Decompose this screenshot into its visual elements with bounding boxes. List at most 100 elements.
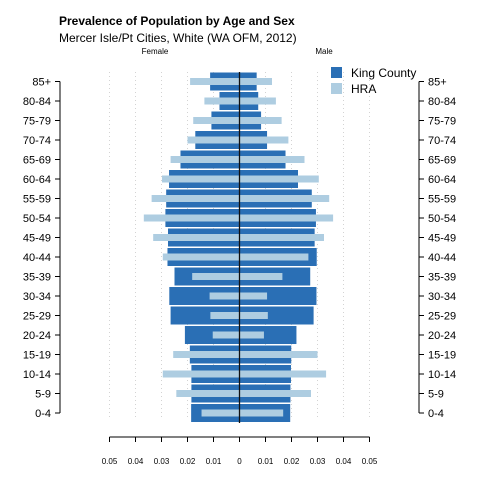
bar-female-hra-10-14 [162, 370, 240, 378]
bar-male-hra-0-4 [239, 409, 284, 417]
side-label-male: Male [315, 47, 333, 56]
bar-male-hra-55-59 [239, 195, 330, 202]
age-label-right-65-69: 65-69 [428, 155, 456, 167]
age-label-right-80-84: 80-84 [428, 96, 456, 108]
bar-female-kingcounty-20-24 [184, 326, 240, 344]
bar-male-hra-20-24 [239, 331, 264, 339]
bar-male-hra-5-9 [239, 390, 311, 397]
age-label-right-25-29: 25-29 [428, 311, 456, 323]
bars-layer [143, 72, 334, 422]
x-tick-label-3: 0.02 [180, 457, 196, 466]
bar-female-hra-60-64 [162, 175, 240, 183]
bar-female-hra-40-44 [162, 253, 240, 261]
x-tick-label-10: 0.05 [362, 457, 378, 466]
age-label-right-60-64: 60-64 [428, 174, 456, 186]
bar-male-hra-65-69 [239, 156, 305, 163]
age-label-left-50-54: 50-54 [23, 213, 51, 225]
side-label-female: Female [142, 47, 169, 56]
bar-female-hra-45-49 [153, 234, 240, 241]
bar-female-hra-50-54 [143, 214, 240, 222]
age-label-right-70-74: 70-74 [428, 135, 456, 147]
bar-male-hra-45-49 [239, 234, 324, 241]
x-tick-label-6: 0.01 [258, 457, 274, 466]
age-label-right-45-49: 45-49 [428, 233, 456, 245]
bar-female-hra-15-19 [173, 351, 240, 358]
age-label-left-60-64: 60-64 [23, 174, 51, 186]
bar-male-hra-60-64 [239, 175, 319, 183]
age-label-left-75-79: 75-79 [23, 116, 51, 128]
chart-subtitle: Mercer Isle/Pt Cities, White (WA OFM, 20… [59, 31, 297, 45]
legend-label-1: HRA [351, 82, 376, 96]
age-label-right-10-14: 10-14 [428, 369, 456, 381]
age-label-right-20-24: 20-24 [428, 330, 456, 342]
bar-male-hra-25-29 [239, 312, 268, 319]
bar-female-hra-5-9 [176, 390, 240, 397]
age-label-left-15-19: 15-19 [23, 350, 51, 362]
x-tick-label-7: 0.02 [284, 457, 300, 466]
bar-male-kingcounty-25-29 [239, 306, 314, 325]
age-label-left-0-4: 0-4 [35, 408, 51, 420]
axes-layer: Female Male 0-4 0-4 5-9 5-9 10-14 10-14 15-19 15-… [23, 47, 456, 466]
x-tick-label-8: 0.03 [310, 457, 326, 466]
bar-male-hra-85+ [239, 78, 272, 85]
bar-female-hra-0-4 [201, 409, 240, 417]
age-label-left-45-49: 45-49 [23, 233, 51, 245]
age-label-right-55-59: 55-59 [428, 194, 456, 206]
age-label-right-75-79: 75-79 [428, 116, 456, 128]
bar-female-hra-20-24 [212, 331, 240, 339]
age-label-left-5-9: 5-9 [35, 389, 51, 401]
x-tick-label-5: 0 [237, 457, 242, 466]
bar-female-hra-80-84 [204, 97, 240, 105]
bar-female-hra-65-69 [170, 156, 240, 163]
age-label-left-80-84: 80-84 [23, 96, 51, 108]
bar-male-hra-40-44 [239, 253, 309, 261]
age-label-right-5-9: 5-9 [428, 389, 444, 401]
bar-female-hra-35-39 [192, 273, 240, 280]
bar-male-hra-70-74 [239, 136, 289, 144]
bar-male-hra-10-14 [239, 370, 327, 378]
age-label-left-70-74: 70-74 [23, 135, 51, 147]
bar-female-hra-55-59 [151, 195, 240, 202]
age-label-left-65-69: 65-69 [23, 155, 51, 167]
bar-male-kingcounty-20-24 [239, 326, 297, 344]
bar-female-hra-70-74 [187, 136, 240, 144]
bar-male-hra-50-54 [239, 214, 334, 222]
x-tick-label-1: 0.04 [128, 457, 144, 466]
bar-female-kingcounty-25-29 [170, 306, 240, 325]
bar-female-hra-75-79 [193, 117, 240, 124]
age-label-right-15-19: 15-19 [428, 350, 456, 362]
x-tick-label-0: 0.05 [102, 457, 118, 466]
bar-male-kingcounty-30-34 [239, 287, 317, 305]
age-label-left-55-59: 55-59 [23, 194, 51, 206]
bar-female-hra-25-29 [210, 312, 240, 319]
bar-female-hra-85+ [190, 78, 240, 85]
age-label-right-0-4: 0-4 [428, 408, 444, 420]
age-label-left-25-29: 25-29 [23, 311, 51, 323]
age-label-right-35-39: 35-39 [428, 272, 456, 284]
bar-male-hra-30-34 [239, 292, 268, 300]
age-label-right-40-44: 40-44 [428, 252, 456, 264]
age-label-right-30-34: 30-34 [428, 291, 456, 303]
bar-male-hra-35-39 [239, 273, 283, 280]
age-label-left-85+: 85+ [32, 77, 51, 89]
chart-title: Prevalence of Population by Age and Sex [59, 14, 295, 28]
legend-swatch-1 [331, 83, 342, 94]
bar-female-kingcounty-30-34 [169, 287, 240, 305]
bar-female-hra-30-34 [209, 292, 240, 300]
age-label-left-35-39: 35-39 [23, 272, 51, 284]
bar-male-hra-75-79 [239, 117, 282, 124]
x-tick-label-4: 0.01 [206, 457, 222, 466]
bar-male-hra-15-19 [239, 351, 318, 358]
bar-male-hra-80-84 [239, 97, 276, 105]
legend-label-0: King County [351, 66, 416, 80]
x-tick-label-2: 0.03 [154, 457, 170, 466]
age-label-left-20-24: 20-24 [23, 330, 51, 342]
age-label-right-50-54: 50-54 [428, 213, 456, 225]
age-label-left-10-14: 10-14 [23, 369, 51, 381]
age-label-left-30-34: 30-34 [23, 291, 51, 303]
age-label-left-40-44: 40-44 [23, 252, 51, 264]
legend-swatch-0 [331, 67, 342, 78]
age-label-right-85+: 85+ [428, 77, 447, 89]
legend: King County HRA [331, 66, 416, 96]
